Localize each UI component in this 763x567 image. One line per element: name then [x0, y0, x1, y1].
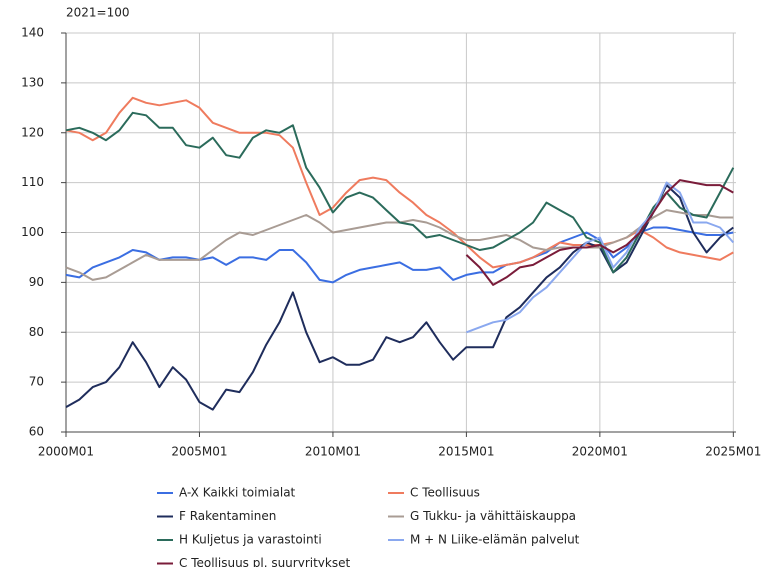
- y-tick-label: 100: [21, 225, 44, 239]
- x-tick-label: 2025M01: [705, 445, 761, 459]
- y-tick-label: 120: [21, 125, 44, 139]
- legend-label: F Rakentaminen: [179, 509, 276, 523]
- series-line: [65, 111, 735, 274]
- unit-label: 2021=100: [66, 6, 130, 20]
- legend-label: C Teollisuus pl. suuryritykset: [179, 556, 350, 567]
- series-line: [466, 181, 735, 334]
- legend-label: M + N Liike-elämän palvelut: [410, 533, 580, 547]
- x-tick-label: 2020M01: [572, 445, 628, 459]
- y-tick-label: 140: [21, 26, 44, 40]
- y-tick-label: 70: [29, 375, 44, 389]
- series-line: [465, 179, 734, 286]
- legend-label: H Kuljetus ja varastointi: [179, 533, 322, 547]
- y-tick-label: 130: [21, 75, 44, 89]
- series-line: [65, 226, 734, 284]
- legend-label: G Tukku- ja vähittäiskauppa: [410, 509, 576, 523]
- y-tick-label: 90: [29, 275, 44, 289]
- y-tick-label: 80: [29, 325, 44, 339]
- x-tick-label: 2005M01: [171, 445, 227, 459]
- series-line: [65, 184, 734, 411]
- legend-label: A-X Kaikki toimialat: [179, 486, 296, 500]
- x-tick-label: 2000M01: [38, 445, 94, 459]
- y-tick-label: 110: [21, 175, 44, 189]
- x-tick-label: 2015M01: [438, 445, 494, 459]
- legend-label: C Teollisuus: [410, 486, 480, 500]
- x-tick-label: 2010M01: [305, 445, 361, 459]
- y-tick-label: 60: [29, 425, 44, 439]
